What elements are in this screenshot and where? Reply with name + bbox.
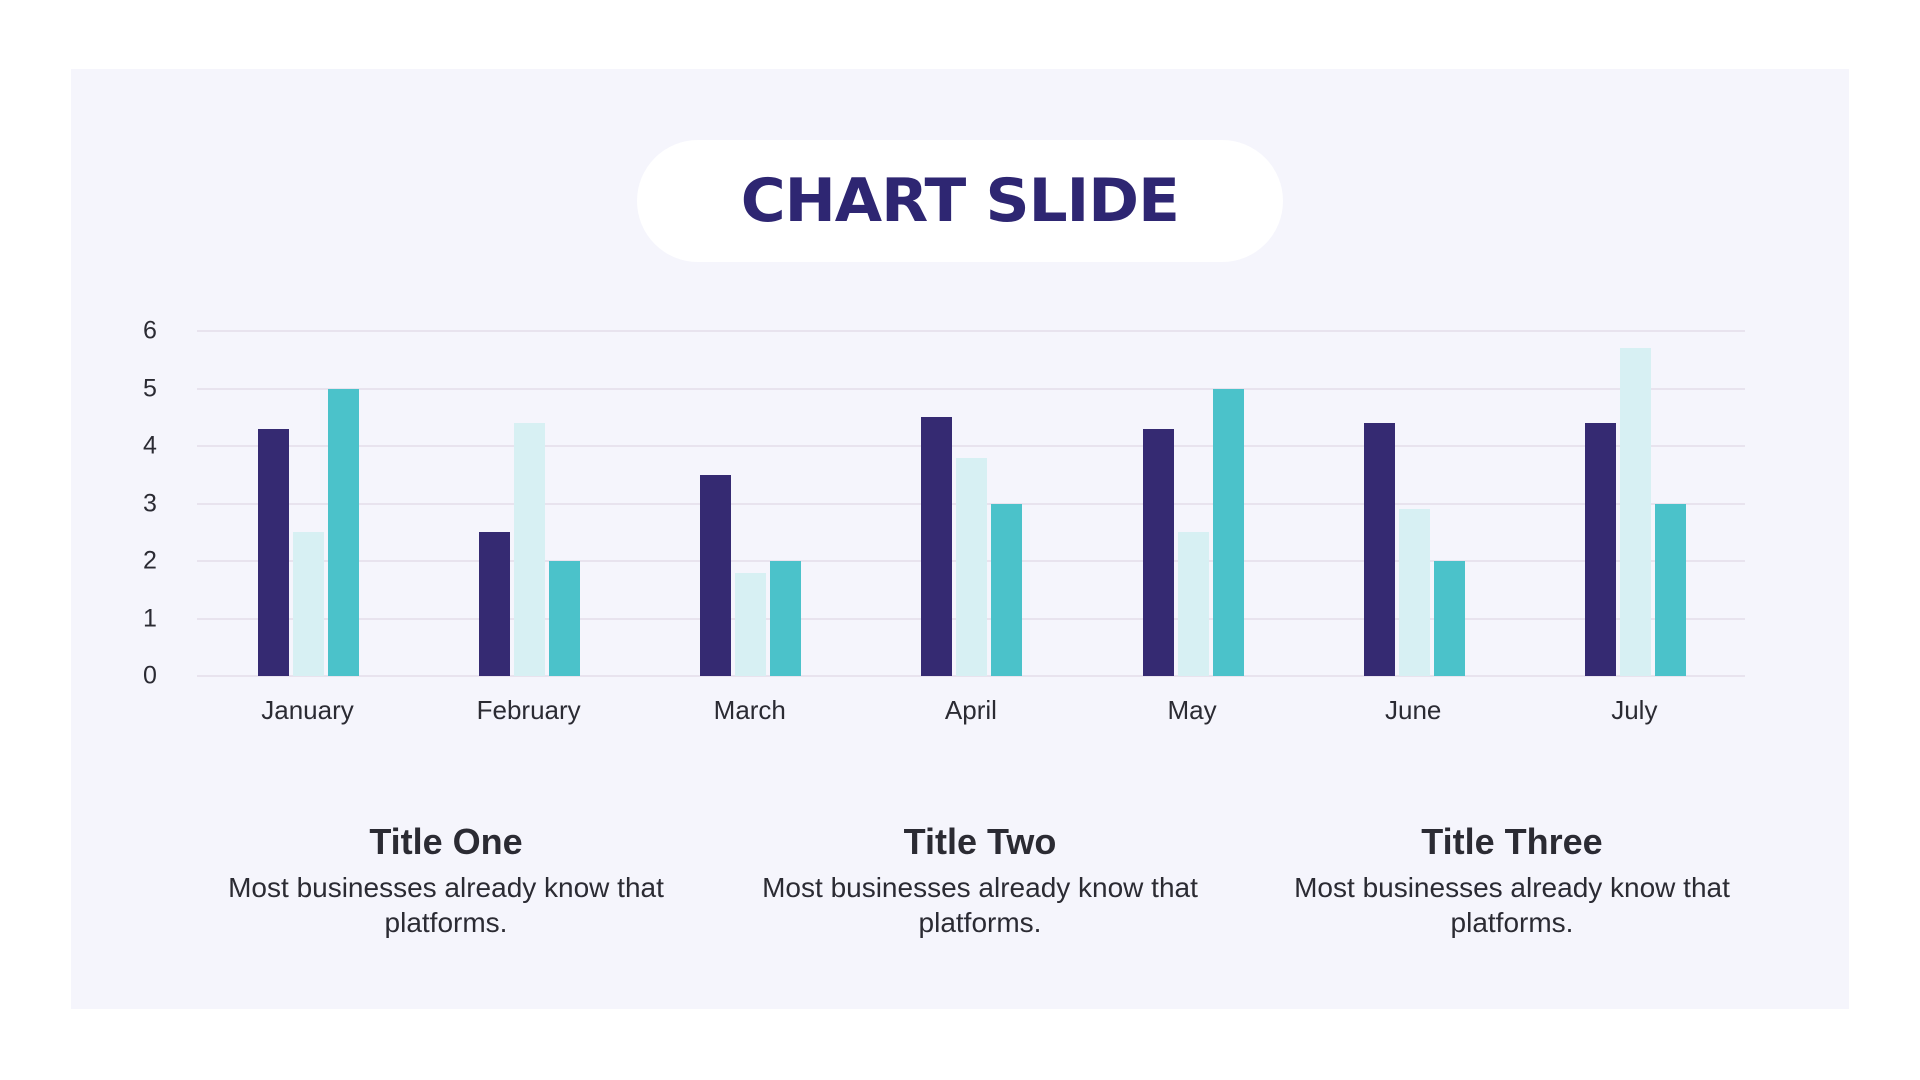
bar-june-series-3	[1433, 561, 1465, 676]
card-title: Title Two	[903, 821, 1057, 862]
x-axis-tick-label: July	[1611, 695, 1658, 725]
gridline	[197, 675, 1745, 677]
card-body: Most businesses already know that platfo…	[228, 872, 664, 938]
bar-april-series-1	[921, 417, 953, 676]
bar-june-series-1	[1363, 423, 1395, 676]
x-axis-tick-label: March	[713, 695, 786, 725]
bar-april-series-3	[991, 503, 1023, 676]
slide-title: CHART SLIDE	[740, 166, 1180, 236]
bar-april-series-2	[956, 457, 988, 676]
bar-march-series-2	[735, 572, 767, 676]
card-title: Title One	[369, 821, 523, 862]
x-axis-tick-label: January	[261, 695, 354, 725]
gridline	[197, 387, 1745, 390]
y-axis-tick-label: 5	[143, 374, 157, 402]
bar-january-series-1	[258, 428, 289, 676]
x-axis-tick-label: June	[1385, 695, 1442, 725]
y-axis-tick-label: 6	[143, 316, 157, 345]
bar-may-series-1	[1142, 428, 1174, 676]
bar-may-series-2	[1177, 532, 1209, 676]
y-axis-tick-label: 1	[143, 604, 157, 632]
bar-july-series-2	[1619, 348, 1651, 676]
title-pill: CHART SLIDE	[637, 140, 1283, 262]
bar-may-series-3	[1212, 388, 1244, 676]
y-axis-tick-label: 4	[143, 431, 157, 460]
bar-march-series-1	[700, 474, 732, 676]
card-body: Most businesses already know that platfo…	[762, 872, 1198, 938]
card-title-one: Title One Most businesses already know t…	[226, 820, 666, 940]
x-axis-tick-label: February	[476, 695, 581, 725]
card-body: Most businesses already know that platfo…	[1294, 872, 1730, 938]
bar-january-series-2	[293, 532, 324, 676]
card-title-three: Title Three Most businesses already know…	[1292, 820, 1732, 940]
bar-february-series-3	[549, 561, 581, 676]
y-axis-tick-label: 2	[143, 546, 157, 575]
y-axis-tick-label: 3	[143, 489, 157, 517]
card-title-two: Title Two Most businesses already know t…	[760, 820, 1200, 940]
gridline	[197, 330, 1745, 332]
x-axis-tick-label: April	[944, 695, 997, 725]
gridline	[197, 445, 1745, 447]
y-axis-tick-label: 0	[143, 661, 157, 690]
bar-february-series-2	[514, 423, 546, 676]
bar-july-series-3	[1654, 503, 1686, 676]
card-title: Title Three	[1421, 821, 1603, 862]
bar-march-series-3	[770, 561, 802, 676]
bar-chart: 0 1 2 3 4 5 6 January February March April May June J…	[143, 317, 1745, 725]
bar-january-series-3	[328, 388, 359, 676]
bar-june-series-2	[1398, 509, 1430, 676]
bar-july-series-1	[1584, 423, 1616, 676]
x-axis-tick-label: May	[1167, 695, 1217, 725]
bar-february-series-1	[479, 532, 511, 676]
